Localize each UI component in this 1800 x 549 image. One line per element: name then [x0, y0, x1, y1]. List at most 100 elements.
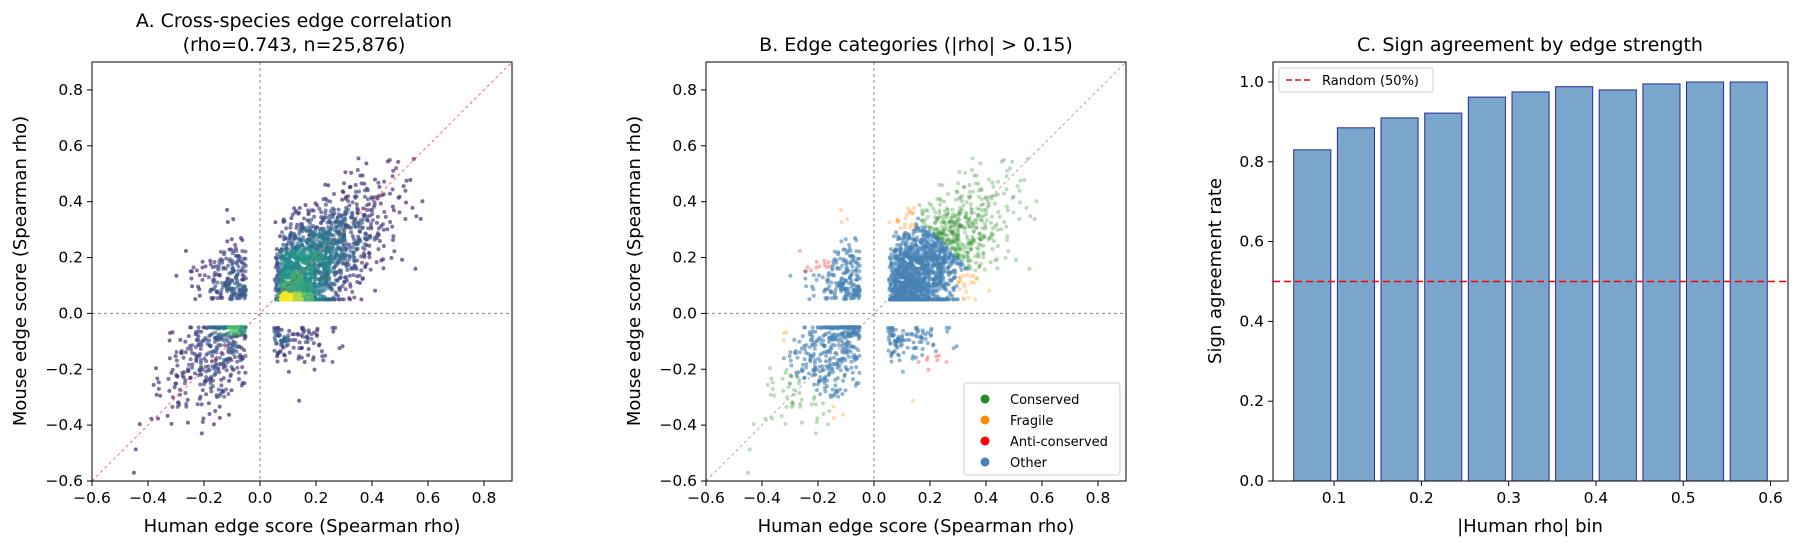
data-point — [893, 283, 898, 288]
data-point — [317, 256, 321, 261]
data-point — [212, 271, 217, 275]
data-point — [323, 249, 328, 254]
data-point — [306, 210, 311, 215]
data-point — [847, 242, 852, 247]
data-point — [854, 238, 859, 243]
data-point — [892, 342, 897, 347]
data-point — [202, 356, 207, 361]
data-point — [208, 258, 213, 263]
data-point — [299, 297, 304, 302]
data-point — [916, 360, 921, 364]
data-point — [192, 371, 197, 376]
data-point — [950, 259, 954, 264]
data-point — [376, 232, 381, 237]
data-point — [887, 288, 892, 293]
data-point — [841, 378, 846, 383]
data-point — [231, 351, 236, 356]
data-point — [326, 225, 331, 230]
data-point — [963, 230, 968, 235]
data-point — [902, 222, 907, 227]
data-point — [902, 240, 907, 245]
data-point — [218, 355, 222, 360]
data-point — [352, 295, 357, 300]
data-point — [198, 394, 203, 399]
data-point — [343, 209, 348, 214]
data-point — [812, 382, 817, 387]
data-point — [857, 269, 862, 274]
data-point — [912, 222, 917, 227]
data-point — [826, 339, 831, 344]
data-point — [281, 218, 286, 223]
data-point — [307, 280, 312, 285]
data-point — [188, 376, 192, 381]
data-point — [232, 355, 237, 359]
data-point — [826, 271, 831, 275]
data-point — [349, 170, 354, 175]
data-point — [911, 206, 916, 210]
data-point — [350, 245, 355, 250]
data-point — [834, 295, 839, 300]
data-point — [901, 350, 906, 355]
data-point — [829, 290, 834, 294]
data-point — [230, 270, 235, 275]
data-point — [296, 249, 301, 253]
data-point — [347, 254, 352, 259]
data-point — [240, 381, 245, 385]
data-point — [365, 237, 370, 242]
data-point — [821, 343, 826, 348]
data-point — [935, 358, 940, 363]
data-point — [765, 382, 770, 387]
data-point — [275, 274, 279, 279]
data-point — [904, 332, 909, 337]
data-point — [320, 233, 325, 238]
data-point — [230, 278, 235, 283]
data-point — [359, 297, 364, 302]
data-point — [797, 248, 802, 253]
data-point — [382, 179, 387, 184]
data-point — [325, 220, 330, 225]
data-point — [289, 242, 294, 247]
data-point — [802, 376, 806, 381]
data-point — [236, 282, 241, 287]
data-point — [960, 263, 965, 267]
data-point — [893, 261, 898, 266]
data-point — [840, 276, 845, 281]
data-point — [240, 249, 245, 254]
data-point — [325, 198, 330, 203]
data-point — [804, 284, 809, 289]
data-point — [309, 297, 314, 302]
data-point — [226, 392, 231, 396]
data-point — [294, 225, 299, 230]
data-point — [234, 296, 239, 301]
data-point — [403, 188, 408, 193]
data-point — [799, 420, 804, 425]
data-point — [847, 344, 852, 348]
data-point — [341, 240, 346, 245]
data-point — [838, 256, 843, 261]
data-point — [323, 202, 328, 207]
data-point — [810, 342, 815, 347]
data-point — [782, 331, 786, 335]
data-point — [378, 201, 383, 206]
x-tick-label: −0.4 — [129, 489, 167, 507]
data-point — [383, 214, 388, 219]
data-point — [307, 229, 312, 234]
data-point — [811, 354, 816, 359]
data-point — [179, 351, 184, 356]
data-point — [321, 216, 326, 221]
data-point — [400, 257, 405, 262]
data-point — [811, 293, 816, 298]
data-point — [801, 362, 805, 367]
data-point — [301, 235, 306, 240]
data-point — [831, 415, 836, 420]
data-point — [239, 259, 244, 264]
data-point — [300, 229, 305, 234]
panel-a-x-label: Human edge score (Spearman rho) — [144, 516, 461, 537]
data-point — [275, 297, 280, 302]
data-point — [351, 255, 356, 259]
data-point — [216, 267, 221, 272]
data-point — [168, 331, 172, 335]
data-point — [309, 332, 314, 337]
data-point — [840, 392, 845, 396]
data-point — [355, 168, 360, 172]
